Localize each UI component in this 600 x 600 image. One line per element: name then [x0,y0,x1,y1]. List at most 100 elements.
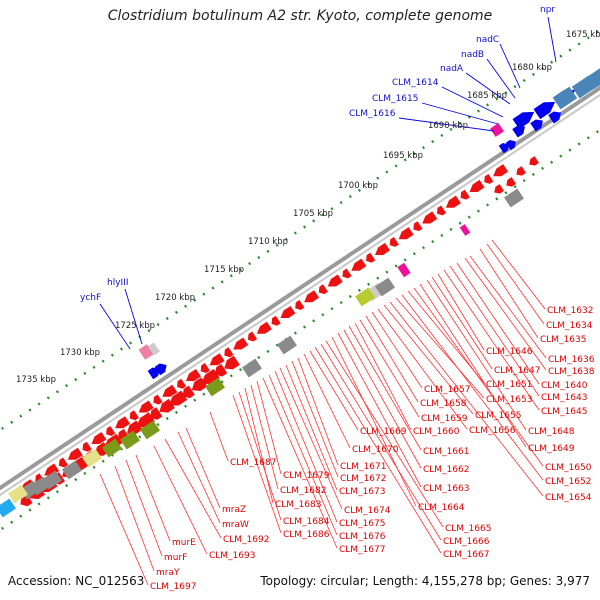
genome-summary: Topology: circular; Length: 4,155,278 bp… [260,574,590,588]
cog-box-shape [242,358,262,378]
reverse-gene-arrow-shape [342,268,352,279]
cog-box [0,498,16,518]
cog-box-shape [102,438,122,458]
gene-label: CLM_1669 [360,427,407,437]
inner-tick-ring [0,128,600,532]
forward-gene-arrow [147,367,160,380]
blue-leader-line [421,102,499,125]
label-leaders [99,16,557,586]
reverse-gene-arrow-shape [413,221,423,232]
forward-gene-arrow-shape [512,125,525,138]
gene-label: CLM_1697 [150,582,196,592]
red-leader-line [449,265,540,397]
reverse-gene-arrow [185,368,201,382]
reverse-gene-arrow-shape [351,258,367,271]
kbp-label: 1700 kbp [338,181,378,191]
reverse-gene-arrow [177,378,187,389]
kbp-label: 1725 kbp [115,321,155,331]
red-leader-line [431,276,493,370]
gene-label: CLM_1643 [541,393,587,403]
forward-gene-arrow-shape [548,111,561,124]
reverse-gene-arrow [342,268,352,279]
gene-label: CLM_1663 [423,484,469,494]
reverse-gene-arrow-shape [200,363,210,373]
gene-label: CLM_1679 [283,471,330,481]
forward-gene-arrow-shape [530,119,543,132]
red-leader-line [244,387,274,504]
reverse-gene-arrow [484,173,494,184]
reverse-gene-arrow [280,305,296,319]
gene-label: CLM_1634 [546,321,593,331]
reverse-gene-arrow [460,189,470,200]
reverse-gene-arrow-shape [460,189,470,200]
gene-label: CLM_1674 [344,506,391,516]
red-leader-line [383,304,474,415]
red-leader-line [153,445,208,555]
gene-label: CLM_1682 [280,486,326,496]
gene-label: CLM_1648 [528,427,575,437]
reverse-gene-arrow [436,205,447,216]
gene-label: CLM_1632 [547,306,593,316]
gene-label: nadB [461,50,484,60]
reverse-gene-arrow [493,164,509,177]
reverse-gene-arrow [494,184,504,194]
red-leader-line [377,308,468,430]
blue-leader-line [124,288,143,345]
reverse-gene-arrow-shape [185,368,201,382]
reverse-gene-arrow [115,416,131,429]
kbp-label: 1735 kbp [16,375,56,385]
reverse-gene-arrow [106,426,116,436]
blue-leader-line [486,58,516,99]
blue-leader-line [398,117,495,132]
gene-labels: 1675 kbp 1680 kbp 1685 kbp 1690 kbp 1695 kbp… [16,5,600,592]
gene-label: CLM_1665 [445,524,491,534]
red-leader-line [279,367,343,510]
cog-box [277,335,297,355]
forward-gene-arrow [505,140,516,151]
kbp-label: 1720 kbp [155,293,195,303]
gene-label: CLM_1646 [486,347,533,357]
gene-label: mraY [156,568,180,578]
reverse-gene-arrow-shape [445,195,461,208]
cog-box-shape [8,484,28,504]
outer-tick-ring [0,28,600,432]
red-leader-line [274,370,338,523]
reverse-gene-arrow-shape [168,390,188,406]
red-leader-line [256,380,282,475]
gene-label: CLM_1615 [372,94,418,104]
forward-gene-arrow [548,111,561,124]
reverse-gene-arrow-shape [215,363,228,377]
gene-label: CLM_1675 [339,519,385,529]
reverse-gene-arrow-shape [256,321,272,334]
reverse-gene-arrow-shape [91,431,107,445]
reverse-gene-arrow-shape [506,177,516,187]
gene-label: CLM_1647 [494,366,540,376]
gene-label: CLM_1660 [413,427,460,437]
reverse-gene-arrow [150,407,163,420]
red-leader-line [486,243,545,325]
gene-label: hlyIII [107,278,129,288]
gene-label: CLM_1649 [528,444,575,454]
reverse-gene-arrow-shape [182,385,195,399]
gene-label: CLM_1654 [545,493,592,503]
reverse-gene-arrow-shape [422,211,438,224]
cog-box [120,430,140,450]
cog-box [242,358,262,378]
red-leader-line [297,357,339,466]
kbp-label: 1675 kbp [566,30,600,40]
red-leader-line [209,411,229,462]
red-leader-line [469,255,547,359]
kbp-label: 1710 kbp [248,237,288,247]
cog-box [82,448,102,468]
gene-label: CLM_1673 [339,487,385,497]
reverse-gene-arrow-shape [318,284,328,295]
red-leader-line [456,262,540,385]
cog-box-shape [30,476,50,496]
gene-label: CLM_1640 [541,381,588,391]
gene-label: nadA [440,64,464,74]
cog-box-shape [0,498,16,518]
kbp-label: 1715 kbp [204,265,244,275]
red-leader-line [331,336,417,507]
gene-label: npr [540,5,555,15]
red-leader-line [337,332,422,488]
